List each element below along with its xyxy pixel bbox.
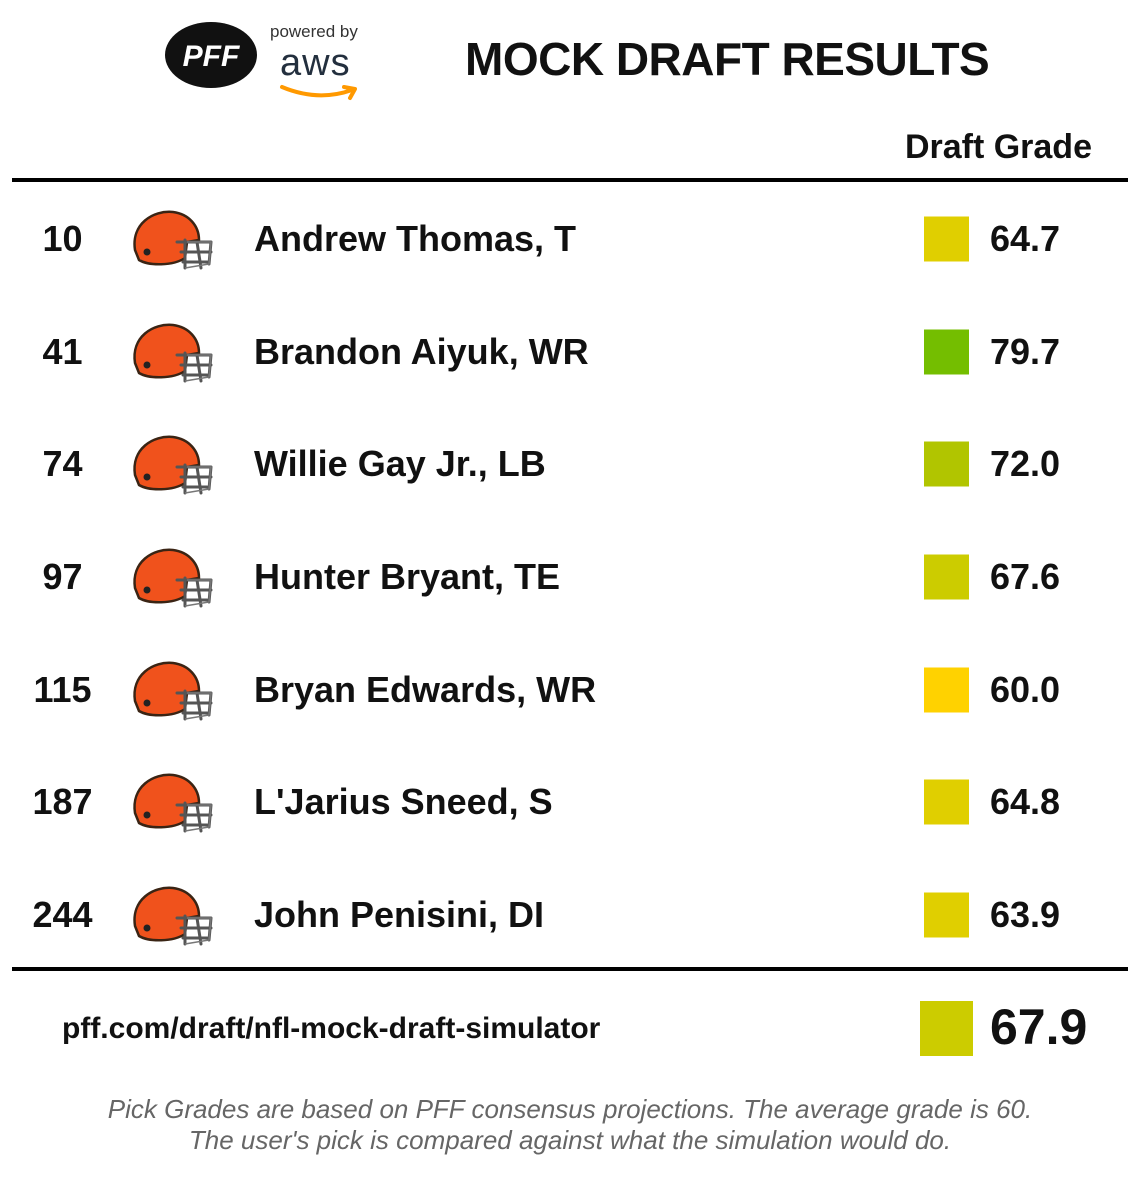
header: PFF powered by aws MOCK DRAFT RESULTS bbox=[0, 0, 1140, 110]
player-name: L'Jarius Sneed, S bbox=[254, 781, 553, 823]
picks-list: 10 Andrew Thomas, T 64.7 41 Brandon Aiyuk,… bbox=[0, 183, 1140, 971]
pick-number: 10 bbox=[42, 218, 83, 260]
pick-row: 187 L'Jarius Sneed, S 64.8 bbox=[0, 746, 1140, 859]
pff-logo-text: PFF bbox=[183, 40, 240, 73]
player-name: Andrew Thomas, T bbox=[254, 218, 577, 260]
pick-row: 97 Hunter Bryant, TE 67.6 bbox=[0, 521, 1140, 634]
page-title: MOCK DRAFT RESULTS bbox=[465, 33, 990, 85]
pick-row: 115 Bryan Edwards, WR 60.0 bbox=[0, 633, 1140, 746]
cleveland-browns-helmet-icon bbox=[133, 210, 213, 270]
aws-smile-icon bbox=[280, 85, 357, 100]
pick-number: 97 bbox=[42, 556, 83, 598]
pick-row: 244 John Penisini, DI 63.9 bbox=[0, 859, 1140, 972]
pick-grade: 64.8 bbox=[990, 781, 1061, 823]
pick-number: 187 bbox=[32, 781, 93, 823]
pick-row: 41 Brandon Aiyuk, WR 79.7 bbox=[0, 296, 1140, 409]
pick-row: 74 Willie Gay Jr., LB 72.0 bbox=[0, 408, 1140, 521]
pick-grade: 60.0 bbox=[990, 668, 1061, 710]
grade-color-swatch bbox=[924, 329, 969, 375]
cleveland-browns-helmet-icon bbox=[133, 548, 213, 608]
cleveland-browns-helmet-icon bbox=[133, 886, 213, 946]
pick-grade: 64.7 bbox=[990, 218, 1061, 260]
pick-grade: 72.0 bbox=[990, 443, 1061, 485]
grade-color-swatch bbox=[924, 216, 969, 262]
aws-logo: powered by aws bbox=[270, 22, 380, 100]
simulator-url: pff.com/draft/nfl-mock-draft-simulator bbox=[62, 1012, 601, 1045]
aws-powered-text: powered by bbox=[270, 22, 358, 41]
player-name: Bryan Edwards, WR bbox=[254, 668, 597, 710]
pick-grade: 63.9 bbox=[990, 893, 1061, 935]
cleveland-browns-helmet-icon bbox=[133, 661, 213, 721]
grading-note-line-2: The user's pick is compared against what… bbox=[188, 1125, 952, 1155]
grade-color-swatch bbox=[924, 441, 969, 487]
player-name: Willie Gay Jr., LB bbox=[254, 443, 546, 485]
pick-grade: 67.6 bbox=[990, 556, 1061, 598]
grade-color-swatch bbox=[924, 667, 969, 713]
bottom-divider bbox=[12, 967, 1128, 971]
pick-number: 244 bbox=[32, 893, 93, 935]
aws-wordmark: aws bbox=[280, 42, 351, 84]
pick-number: 41 bbox=[42, 330, 83, 372]
player-name: Hunter Bryant, TE bbox=[254, 556, 561, 598]
pick-row: 10 Andrew Thomas, T 64.7 bbox=[0, 183, 1140, 296]
grade-color-swatch bbox=[924, 554, 969, 600]
player-name: John Penisini, DI bbox=[254, 893, 545, 935]
overall-grade-swatch bbox=[920, 1001, 973, 1056]
grading-note: Pick Grades are based on PFF consensus p… bbox=[0, 1094, 1140, 1156]
grading-note-line-1: Pick Grades are based on PFF consensus p… bbox=[107, 1094, 1033, 1124]
top-divider bbox=[12, 178, 1128, 182]
pick-grade: 79.7 bbox=[990, 330, 1061, 372]
pick-number: 74 bbox=[42, 443, 83, 485]
pff-logo: PFF bbox=[165, 22, 257, 88]
cleveland-browns-helmet-icon bbox=[133, 323, 213, 383]
player-name: Brandon Aiyuk, WR bbox=[254, 330, 589, 372]
cleveland-browns-helmet-icon bbox=[133, 773, 213, 833]
overall-grade: 67.9 bbox=[990, 999, 1088, 1055]
grade-color-swatch bbox=[924, 892, 969, 938]
pick-number: 115 bbox=[33, 668, 92, 710]
grade-color-swatch bbox=[924, 779, 969, 825]
cleveland-browns-helmet-icon bbox=[133, 436, 213, 495]
draft-grade-column-header: Draft Grade bbox=[904, 128, 1092, 166]
